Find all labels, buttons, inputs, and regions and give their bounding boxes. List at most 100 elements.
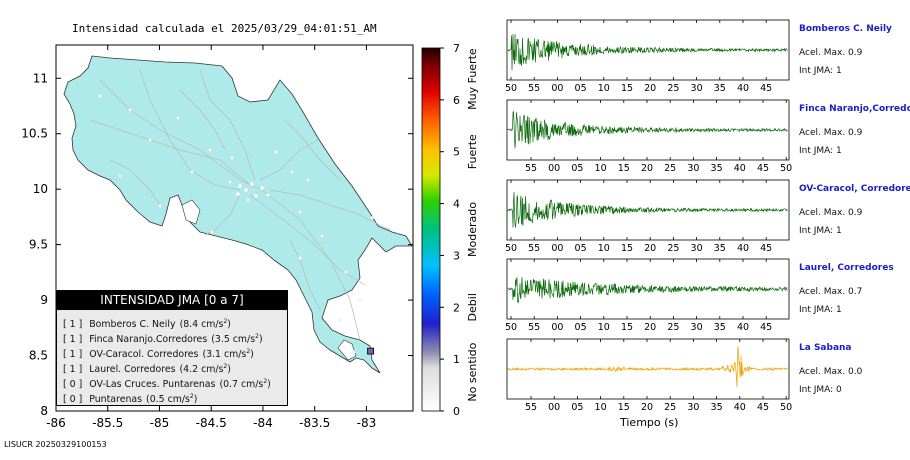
waveform-tick-label: 25: [667, 83, 679, 94]
legend-station: Finca Naranjo.Corredores: [89, 334, 208, 346]
costa-rica-land: [63, 55, 413, 374]
station-name: La Sabana: [799, 343, 852, 353]
waveform-tick-label: 50: [505, 83, 517, 94]
waveform-tick-label: 40: [734, 402, 746, 413]
legend-jma: [ 1 ]: [63, 364, 83, 376]
map-y-tick-label: 10.5: [21, 127, 48, 141]
waveform-tick-label: 30: [691, 83, 703, 94]
station-jma: Int JMA: 1: [799, 66, 842, 76]
map-y-tick-label: 11: [33, 71, 48, 85]
waveform-tick-label: 45: [760, 83, 772, 94]
legend-close: ): [250, 349, 254, 361]
legend-unit-sup: 2: [263, 378, 268, 385]
waveform-tick-label: 05: [575, 243, 587, 254]
waveform-tick-label: 20: [641, 163, 653, 174]
legend-accel: (8.4 cm/s: [179, 319, 224, 331]
map-x-axis: -86 -85.5 -85 -84.5 -84 -83.5 -83: [46, 45, 376, 430]
waveform-tick-label: 50: [780, 402, 792, 413]
gulf-nicoya: [181, 199, 201, 225]
station-name: OV-Caracol, Corredores: [799, 184, 910, 194]
waveform-tick-label: 00: [548, 163, 560, 174]
station-max-accel: Acel. Max. 0.0: [799, 367, 863, 377]
legend-row: [ 0 ] OV-Las Cruces. Puntarenas (0.7 cm/s2…: [57, 374, 287, 391]
waveform-tick-label: 35: [711, 163, 723, 174]
station-max-accel: Acel. Max. 0.9: [799, 128, 863, 138]
waveform-tick-label: 35: [714, 322, 726, 333]
legend-close: ): [258, 334, 263, 346]
waveform-tick-label: 55: [528, 243, 540, 254]
map-y-tick-label: 9: [40, 293, 48, 307]
waveform-panels: 50 55 00 05 10 15 20 25 30 35 40 45 55 00 05 10 15 20 25 30…: [505, 19, 792, 413]
legend-unit-sup: 2: [189, 393, 194, 400]
waveform-tick-label: 20: [644, 243, 656, 254]
map-x-tick-label: -83: [357, 416, 377, 430]
waveform-tick-label: 10: [598, 243, 610, 254]
waveform-trace: [507, 276, 788, 304]
road-network: [89, 69, 391, 341]
waveform-tick-label: 25: [664, 402, 676, 413]
waveform-tick-label: 00: [551, 322, 563, 333]
map-y-tick-label: 8.5: [29, 349, 48, 363]
station-jma: Int JMA: 1: [799, 305, 842, 315]
waveform-tick-label: 35: [714, 83, 726, 94]
map-x-tick-label: -85.5: [92, 416, 123, 430]
map-x-tick-label: -85: [150, 416, 170, 430]
station-max-accel: Acel. Max. 0.9: [799, 48, 863, 58]
legend-jma: [ 0 ]: [63, 379, 83, 391]
colorbar-tick-label: 0: [453, 405, 460, 418]
waveform-tick-label: 15: [621, 83, 633, 94]
colorbar-tick-label: 6: [453, 94, 460, 107]
colorbar-category-label: Muy Fuerte: [466, 48, 479, 110]
map-y-axis: 11 10.5 10 9.5 9 8.5 8: [21, 71, 413, 418]
legend-unit-sup: 2: [255, 333, 259, 340]
legend-accel: (0.5 cm/s: [146, 394, 190, 406]
waveform-tick-label: 45: [757, 402, 769, 413]
colorbar-category-label: Moderado: [466, 202, 479, 257]
waveform-tick-label: 15: [621, 322, 633, 333]
waveform-tick-label: 05: [575, 322, 587, 333]
waveform-tick-label: 30: [691, 243, 703, 254]
legend-close: ): [193, 394, 198, 406]
legend-unit-sup: 2: [223, 363, 228, 370]
legend-jma: [ 1 ]: [63, 319, 83, 331]
waveform-tick-label: 00: [548, 402, 560, 413]
colorbar-tick-label: 3: [453, 249, 460, 262]
waveform-tick-label: 10: [598, 322, 610, 333]
waveform-tick-label: 15: [618, 163, 630, 174]
legend-row: [ 0 ] Puntarenas (0.5 cm/s2): [57, 389, 287, 406]
legend-station: Laurel. Corredores: [89, 364, 176, 376]
colorbar-ticks: 0 1 2 3 4 5 6 7: [440, 42, 460, 418]
waveform-tick-label: 15: [621, 243, 633, 254]
waveform-trace: [507, 34, 788, 71]
waveform-trace: [507, 346, 788, 388]
waveform-tick-label: 20: [644, 322, 656, 333]
station-jma: Int JMA: 1: [799, 146, 842, 156]
waveform-tick-label: 25: [667, 243, 679, 254]
waveform-tick-label: 50: [505, 322, 517, 333]
intensity-legend: INTENSIDAD JMA [0 a 7] [ 1 ] Bomberos C. …: [56, 290, 288, 406]
waveform-tick-label: 10: [598, 83, 610, 94]
waveform-tick-label: 30: [687, 163, 699, 174]
waveform-tick-label: 45: [760, 243, 772, 254]
waveform-tick-label: 00: [551, 243, 563, 254]
colorbar-category-label: Debil: [466, 293, 479, 321]
waveform-trace: [507, 191, 788, 228]
waveform-tick-label: 45: [757, 163, 769, 174]
legend-jma: [ 1 ]: [63, 334, 83, 346]
legend-jma: [ 1 ]: [63, 349, 83, 361]
waveform-tick-label: 45: [760, 322, 772, 333]
waveform-tick-label: 10: [595, 402, 607, 413]
station-name: Laurel, Corredores: [799, 263, 894, 273]
epicenter-layer: [367, 347, 374, 355]
map-x-tick-label: -83.5: [299, 416, 330, 430]
map-title: Intensidad calculada el 2025/03/29_04:01…: [72, 22, 377, 35]
map-x-tick-label: -84.5: [196, 416, 227, 430]
colorbar-tick-label: 5: [453, 146, 460, 159]
colorbar-category-label: No sentido: [466, 342, 479, 401]
legend-jma: [ 0 ]: [63, 394, 83, 406]
waveform-tick-label: 55: [528, 322, 540, 333]
colorbar-tick-label: 1: [453, 353, 460, 366]
colorbar-category-labels: No sentido Debil Moderado Fuerte Muy Fuerte: [466, 48, 479, 401]
legend-rows: [ 1 ] Bomberos C. Neily (8.4 cm/s2)[ 1 ] Fi…: [57, 314, 287, 406]
